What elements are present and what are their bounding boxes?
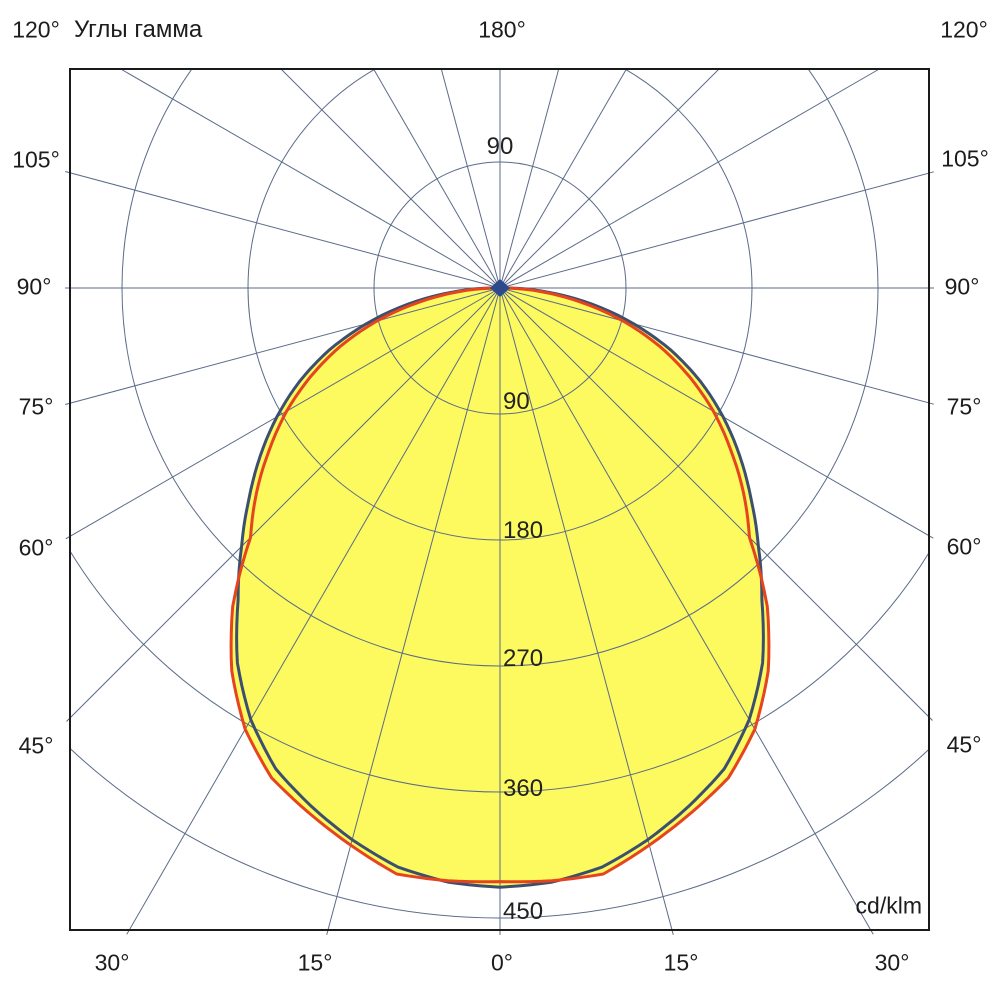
pole-marker	[490, 279, 510, 297]
ring-value-label: 90	[503, 388, 530, 415]
gamma-angle-label-top: 120°	[12, 16, 60, 43]
ring-value-label: 270	[503, 645, 544, 672]
gamma-angle-label-right: 45°	[946, 731, 982, 758]
gamma-angle-label-bottom: 0°	[491, 949, 513, 976]
curve-c0-c180	[229, 286, 771, 884]
gamma-angle-label-left: 60°	[18, 534, 54, 561]
gamma-angle-label-left: 90°	[16, 273, 52, 300]
gamma-angle-label-left: 75°	[18, 393, 54, 420]
plot-border	[69, 68, 930, 931]
gamma-angle-label-left: 45°	[18, 732, 54, 759]
ring-value-label: 450	[503, 898, 544, 925]
ring-value-label: 180	[503, 517, 544, 544]
ring-value-label: 360	[503, 775, 544, 802]
gamma-angle-label-right: 75°	[946, 393, 982, 420]
chart-title: Углы гамма	[74, 16, 203, 43]
gamma-angle-label-bottom: 15°	[297, 949, 333, 976]
gamma-angle-label-right: 60°	[946, 533, 982, 560]
gamma-angle-label-bottom: 30°	[94, 949, 130, 976]
gamma-angle-label-bottom: 30°	[874, 949, 910, 976]
gamma-angle-label-right: 90°	[944, 273, 980, 300]
gamma-angle-label-left: 105°	[12, 146, 60, 173]
gamma-angle-label-top: 120°	[940, 16, 988, 43]
gamma-angle-label-bottom: 15°	[663, 949, 699, 976]
grid-spokes	[65, 68, 934, 935]
curve-c90-c270	[235, 286, 765, 889]
gamma-angle-label-right: 105°	[941, 145, 989, 172]
ring-value-label: 90	[486, 133, 514, 160]
unit-label: cd/klm	[855, 892, 922, 919]
gamma-angle-label-top: 180°	[478, 16, 526, 43]
